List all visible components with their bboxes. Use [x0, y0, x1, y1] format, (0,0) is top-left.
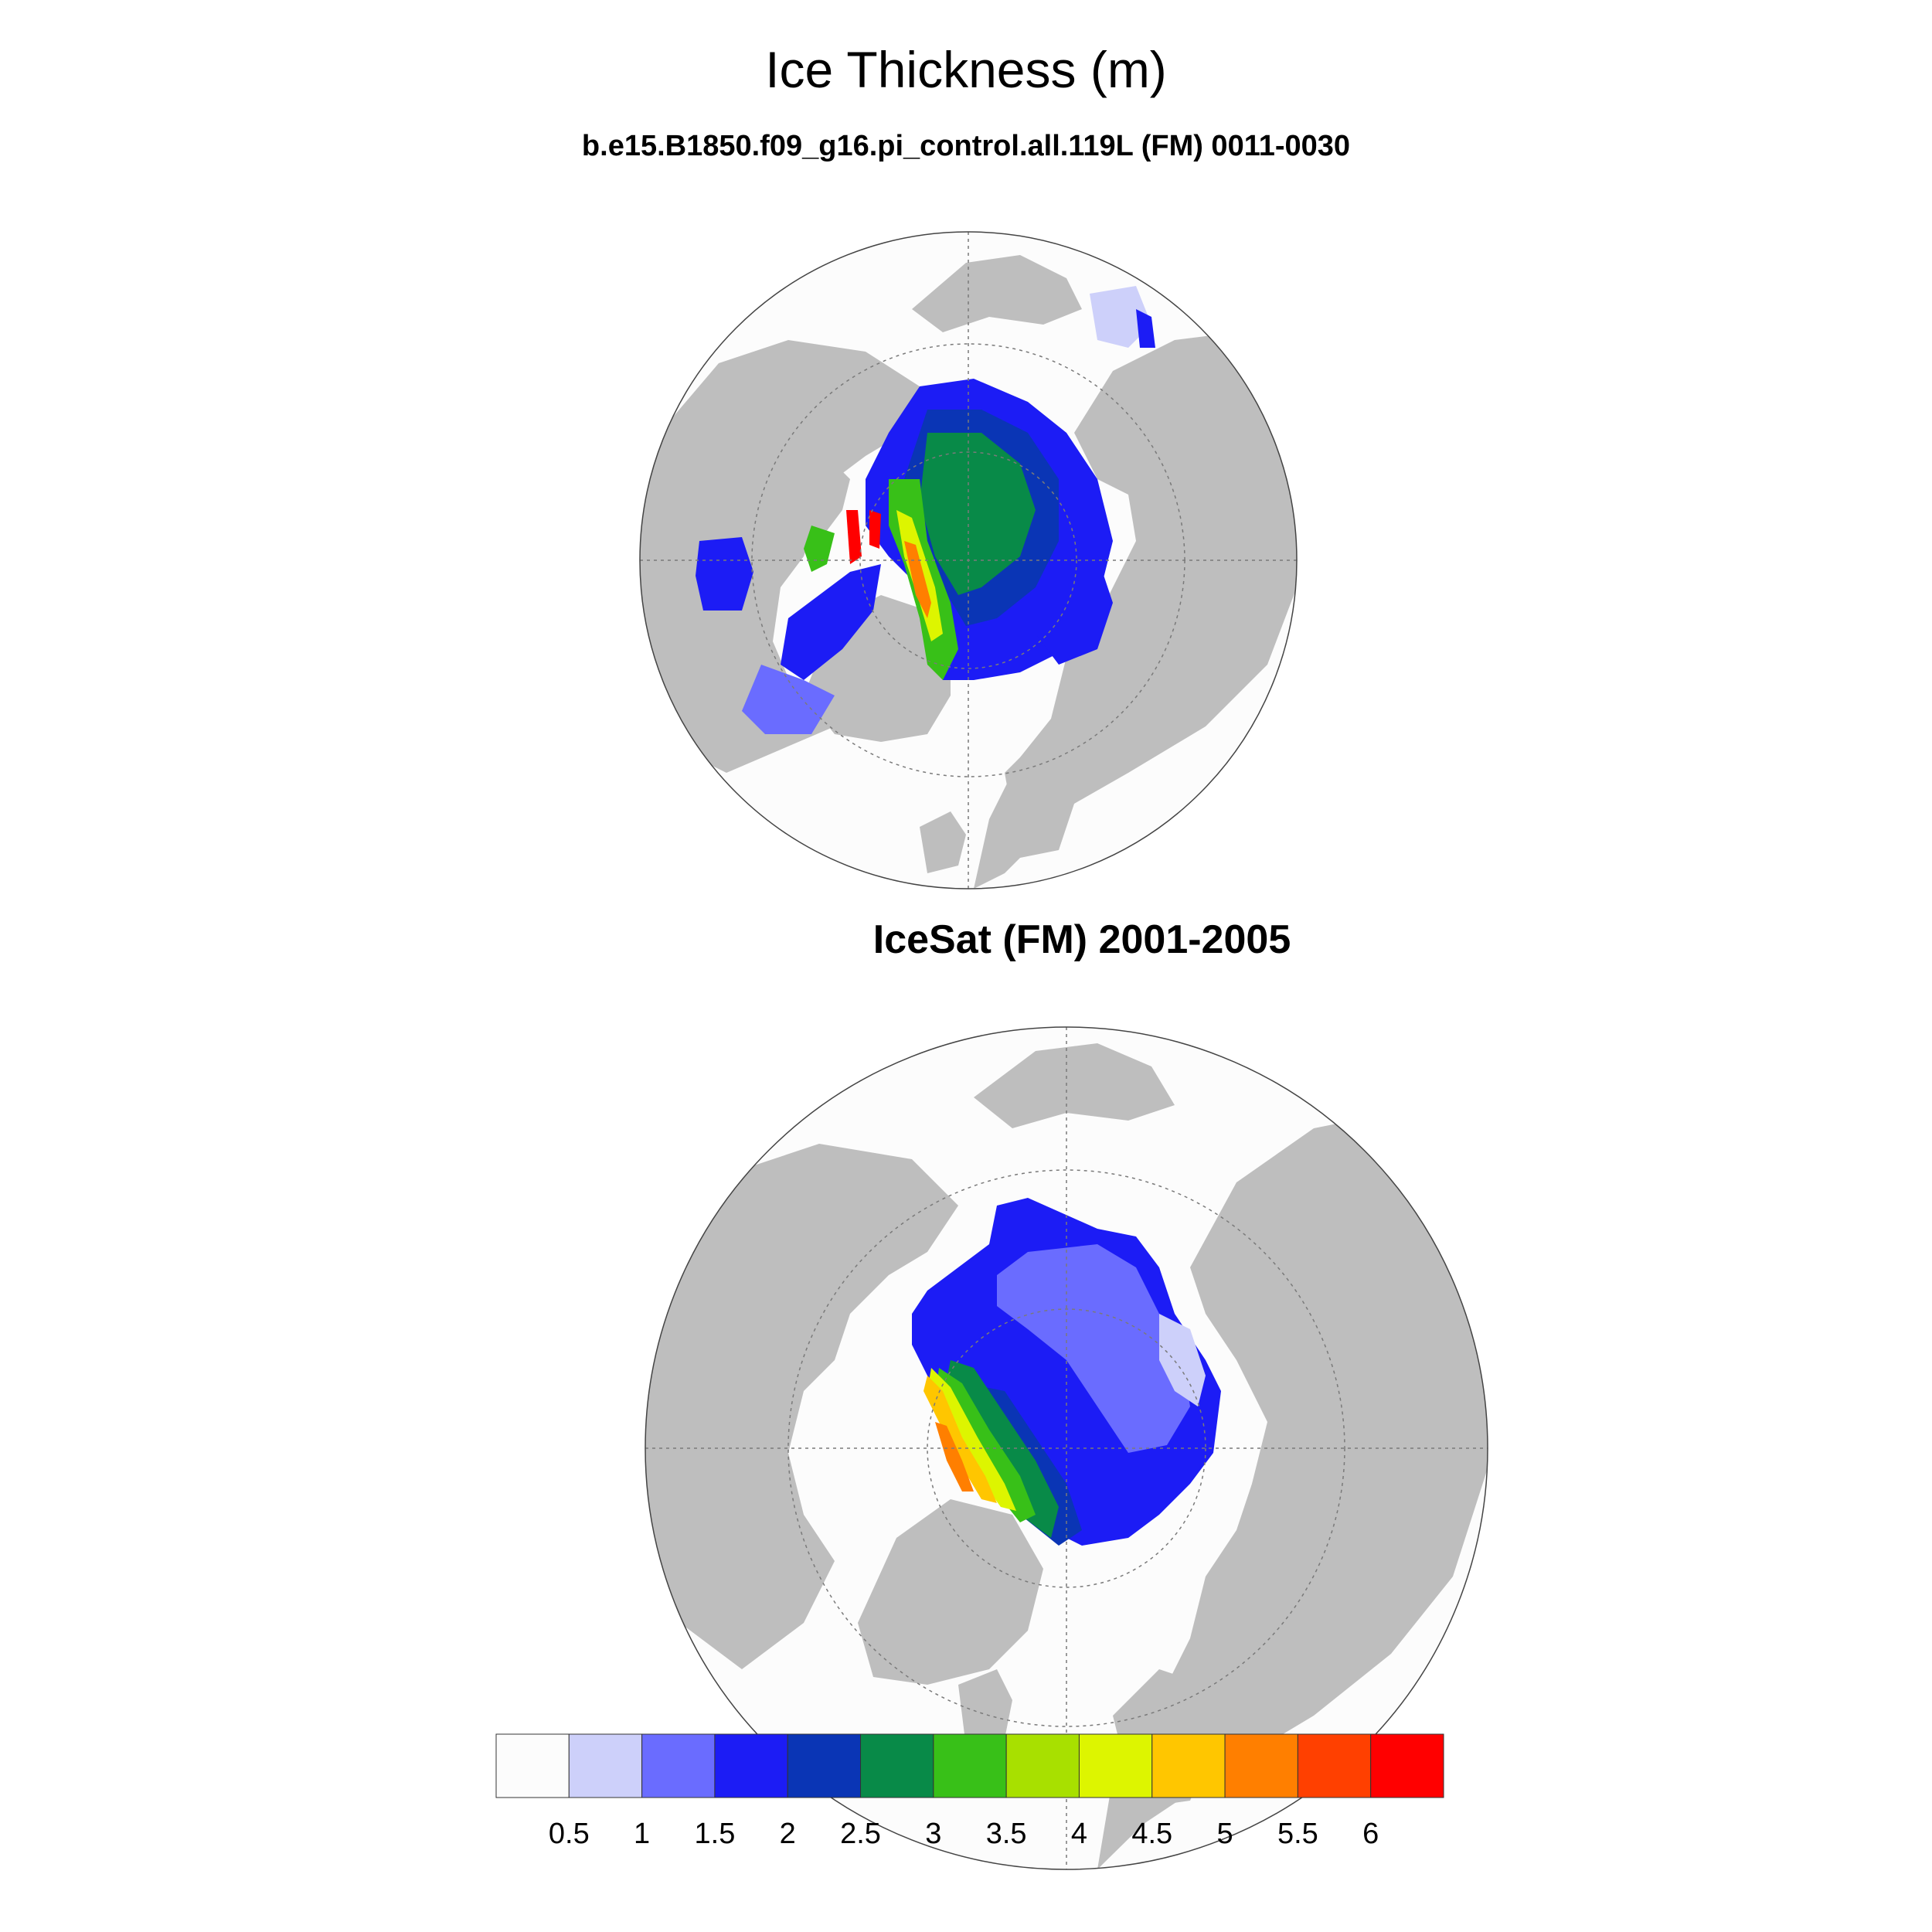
- colorbar-tick-label: 0.5: [548, 1818, 590, 1850]
- icesat-ice-light-patch: [1159, 1314, 1206, 1406]
- model-ice-barents-blue: [1036, 556, 1113, 665]
- icesat-panel-title: IceSat (FM) 2001-2005: [872, 917, 1291, 962]
- model-panel-title: b.e15.B1850.f09_g16.pi_control.all.119L …: [581, 130, 1351, 162]
- model-map-border: [639, 231, 1298, 889]
- colorbar-swatch: [1297, 1733, 1372, 1798]
- model-ice-archipelago-green: [804, 526, 835, 572]
- colorbar-tick-label: 2: [779, 1818, 796, 1850]
- colorbar-tick-label: 6: [1362, 1818, 1379, 1850]
- icesat-land-chukotka: [974, 1043, 1175, 1128]
- colorbar-swatch: [1370, 1733, 1444, 1798]
- colorbar-tick-label: 1.5: [694, 1818, 736, 1850]
- model-ice-bering-blue: [1136, 309, 1155, 348]
- icesat-land-greenland: [858, 1499, 1043, 1685]
- colorbar-tick-label: 4.5: [1131, 1818, 1173, 1850]
- model-land-britain: [920, 811, 966, 873]
- colorbar-swatch: [1151, 1733, 1226, 1798]
- model-ice-hudson-bay: [696, 537, 753, 611]
- colorbar-tick-label: 5: [1216, 1818, 1233, 1850]
- colorbar-swatch: [1224, 1733, 1298, 1798]
- icesat-ice-orange: [923, 1376, 997, 1503]
- icesat-land-north-america: [645, 1144, 958, 1669]
- colorbar-swatch: [1078, 1733, 1153, 1798]
- colorbar-swatch: [714, 1733, 788, 1798]
- colorbar-swatch: [933, 1733, 1007, 1798]
- model-land-canadian-archipelago: [804, 464, 850, 541]
- icesat-latitude-circle-inner: [927, 1308, 1206, 1588]
- colorbar-tick-label: 1: [634, 1818, 651, 1850]
- model-latitude-circle-inner: [859, 451, 1077, 669]
- model-ice-arctic-basin-thick: [920, 433, 1036, 595]
- model-ice-baffin-band: [742, 665, 835, 734]
- model-ice-archipelago-red: [846, 510, 862, 564]
- model-ice-coastal-orange: [904, 541, 931, 618]
- colorbar-swatch: [568, 1733, 643, 1798]
- icesat-land-britain: [958, 1669, 1012, 1747]
- icesat-map-border: [645, 1026, 1488, 1870]
- model-map-panel: [639, 231, 1298, 889]
- colorbar-swatch: [641, 1733, 716, 1798]
- colorbar-tick-label: 3: [925, 1818, 942, 1850]
- model-land-scandinavia: [1005, 742, 1074, 858]
- colorbar: [495, 1733, 1444, 1798]
- colorbar-swatch: [860, 1733, 934, 1798]
- icesat-latitude-circle: [787, 1169, 1345, 1727]
- icesat-ice-yellow: [927, 1368, 1016, 1511]
- model-land-eurasia: [974, 332, 1297, 889]
- colorbar-tick-label: 5.5: [1277, 1818, 1318, 1850]
- figure-title: Ice Thickness (m): [765, 41, 1167, 98]
- colorbar-tick-label: 4: [1070, 1818, 1088, 1850]
- colorbar-tick-label: 2.5: [840, 1818, 881, 1850]
- model-land-chukotka: [912, 255, 1082, 332]
- model-land-north-america: [640, 340, 920, 773]
- colorbar-swatch: [1005, 1733, 1080, 1798]
- icesat-land-eurasia: [1097, 1113, 1488, 1869]
- colorbar-swatch: [787, 1733, 862, 1798]
- model-ice-bering-light: [1090, 286, 1151, 348]
- icesat-ice-medium-blue: [997, 1244, 1190, 1453]
- icesat-map-panel: [645, 1026, 1488, 1870]
- model-ice-archipelago-red-2: [869, 510, 881, 549]
- colorbar-swatch: [495, 1733, 570, 1798]
- colorbar-tick-label: 3.5: [985, 1818, 1027, 1850]
- icesat-ice-red-spots: [935, 1422, 974, 1492]
- model-ice-labrador-band: [781, 564, 881, 680]
